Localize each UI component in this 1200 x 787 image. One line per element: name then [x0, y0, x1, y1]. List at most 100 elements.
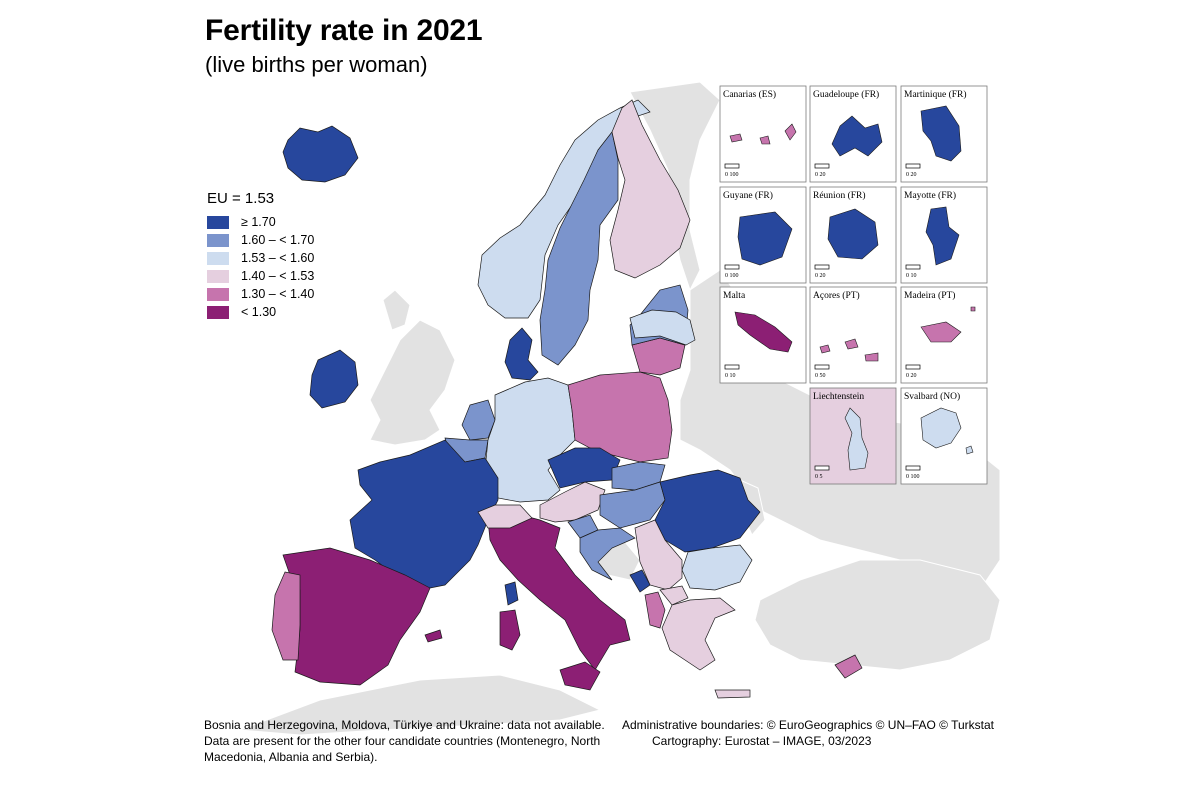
scale-bar [905, 163, 921, 169]
legend-label: < 1.30 [241, 305, 277, 319]
legend-label: 1.60 – < 1.70 [241, 233, 315, 247]
legend-swatch [207, 251, 229, 265]
credits: Administrative boundaries: © EuroGeograp… [622, 717, 1002, 749]
map-subtitle: (live births per woman) [205, 52, 428, 77]
inset-region [737, 211, 793, 266]
legend-label: 1.40 – < 1.53 [241, 269, 315, 283]
inset-label: Açores (PT) [813, 290, 860, 301]
inset-region [734, 311, 793, 353]
inset-region [920, 306, 976, 343]
inset-label: Svalbard (NO) [904, 391, 960, 402]
inset-label: Guyane (FR) [723, 190, 773, 201]
scale-bar [814, 163, 830, 169]
legend-item: 1.53 – < 1.60 [207, 249, 314, 267]
legend-swatch [207, 287, 229, 301]
inset-malta: Malta 0 10 [719, 286, 807, 384]
data-availability-note: Bosnia and Herzegovina, Moldova, Türkiye… [204, 717, 614, 765]
country-denmark [504, 327, 539, 381]
country-portugal [271, 571, 301, 661]
country-sicily [559, 661, 601, 691]
country-montenegro [629, 569, 651, 593]
country-greece [661, 597, 736, 671]
legend-label: 1.30 – < 1.40 [241, 287, 315, 301]
scale-label: 0 50 [815, 373, 826, 379]
country-germany [485, 377, 576, 503]
inset-guyane-fr: Guyane (FR) 0 100 [719, 186, 807, 284]
inset-label: Mayotte (FR) [904, 190, 956, 201]
inset-label: Madeira (PT) [904, 290, 955, 301]
inset-region [920, 407, 974, 455]
country-crete [714, 689, 751, 699]
country-albania [644, 591, 666, 629]
scale-bar [814, 465, 830, 471]
inset-region [819, 338, 879, 362]
inset-madeira-pt: Madeira (PT) 0 20 [900, 286, 988, 384]
inset-label: Réunion (FR) [813, 190, 866, 201]
inset-label: Liechtenstein [813, 392, 864, 402]
country-switzerland [477, 504, 533, 529]
scale-bar [905, 465, 921, 471]
country-estonia [629, 309, 696, 346]
legend-item: 1.60 – < 1.70 [207, 231, 314, 249]
inset-region [827, 208, 879, 260]
scale-label: 0 5 [815, 474, 823, 480]
scale-label: 0 10 [725, 373, 736, 379]
country-france [349, 439, 499, 591]
country-finland [609, 99, 691, 279]
inset-guadeloupe-fr: Guadeloupe (FR) 0 20 [809, 85, 897, 183]
inset-r-union-fr: Réunion (FR) 0 20 [809, 186, 897, 284]
map-title: Fertility rate in 2021 [205, 14, 483, 47]
legend-label: 1.53 – < 1.60 [241, 251, 315, 265]
legend-item: 1.30 – < 1.40 [207, 285, 314, 303]
inset-label: Malta [723, 291, 746, 301]
legend-item: 1.40 – < 1.53 [207, 267, 314, 285]
inset-region [831, 115, 883, 157]
scale-bar [905, 364, 921, 370]
scale-label: 0 10 [906, 273, 917, 279]
legend-item: < 1.30 [207, 303, 314, 321]
country-hungary [599, 481, 666, 529]
scale-bar [814, 364, 830, 370]
country-ireland [309, 349, 359, 409]
scale-label: 0 100 [725, 172, 739, 178]
scale-label: 0 100 [906, 474, 920, 480]
country-cyprus [834, 654, 863, 679]
country-iceland [282, 125, 359, 183]
note-line-1: Bosnia and Herzegovina, Moldova, Türkiye… [204, 718, 605, 732]
inset-liechtenstein: Liechtenstein 0 5 [809, 387, 897, 485]
country-sardinia [499, 609, 521, 651]
country-lithuania [631, 337, 686, 376]
inset-a-ores-pt: Açores (PT) 0 50 [809, 286, 897, 384]
country-italy [487, 511, 631, 671]
scale-bar [724, 264, 740, 270]
legend-swatch [207, 305, 229, 319]
scale-bar [724, 364, 740, 370]
credits-line-1: Administrative boundaries: © EuroGeograp… [622, 718, 995, 732]
legend-label: ≥ 1.70 [241, 215, 276, 229]
legend-swatch [207, 215, 229, 229]
country-north-macedonia [659, 585, 689, 606]
legend-swatch [207, 233, 229, 247]
legend-item: ≥ 1.70 [207, 213, 314, 231]
eu-average-label: EU = 1.53 [207, 190, 275, 207]
inset-region [844, 407, 869, 471]
scale-bar [724, 163, 740, 169]
inset-region [920, 105, 962, 162]
country-austria [539, 481, 606, 523]
scale-label: 0 100 [725, 273, 739, 279]
legend-rows: ≥ 1.70 1.60 – < 1.70 1.53 – < 1.60 1.40 – <… [207, 213, 314, 321]
scale-label: 0 20 [815, 273, 826, 279]
inset-martinique-fr: Martinique (FR) 0 20 [900, 85, 988, 183]
inset-label: Guadeloupe (FR) [813, 89, 879, 100]
country-corsica [504, 581, 519, 606]
country-croatia [579, 527, 636, 581]
legend-swatch [207, 269, 229, 283]
country-balearics [424, 629, 443, 643]
inset-mayotte-fr: Mayotte (FR) 0 10 [900, 186, 988, 284]
scale-label: 0 20 [906, 172, 917, 178]
inset-region [729, 123, 797, 145]
scale-bar [905, 264, 921, 270]
country-layer [271, 99, 863, 699]
